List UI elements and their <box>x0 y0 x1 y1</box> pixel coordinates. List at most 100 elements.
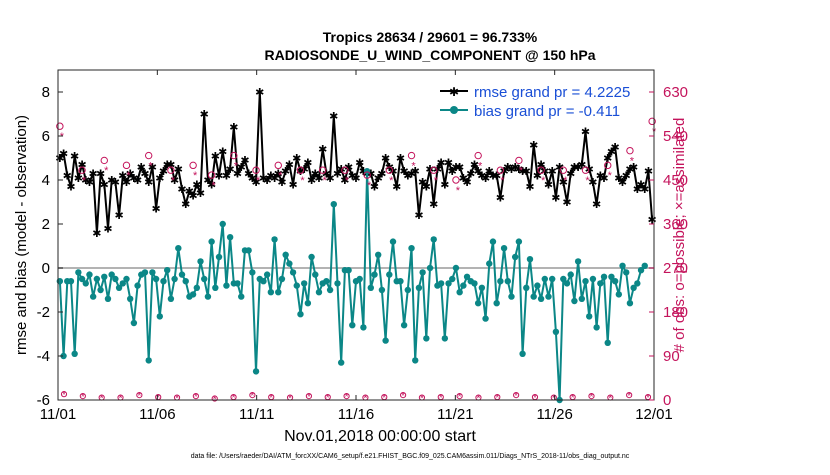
obs-bottom-assimilated-point: * <box>552 394 556 405</box>
rmse-point: ✱ <box>411 166 420 178</box>
rmse-point: ✱ <box>400 166 409 178</box>
bias-point <box>86 271 93 278</box>
obs-possible-point <box>430 166 438 174</box>
bias-point <box>634 280 641 287</box>
bias-point <box>156 313 164 320</box>
obs-count-series: * * * * * * * * * * * * * * * * * * * * * * * * * * * * * * * * * * * * * * * *… <box>56 117 657 406</box>
rmse-point: ✱ <box>337 164 346 176</box>
bias-point <box>323 278 330 285</box>
bias-point <box>404 286 412 294</box>
bias-point <box>75 269 82 276</box>
bias-point <box>337 359 345 366</box>
rmse-point: ✱ <box>533 171 542 183</box>
rmse-point: ✱ <box>540 166 549 178</box>
bias-point <box>152 275 160 283</box>
obs-bottom-possible-point <box>343 392 350 400</box>
rmse-point: ✱ <box>277 177 286 189</box>
obs-assimilated-point: * <box>193 170 198 182</box>
bias-point <box>112 275 119 283</box>
rmse-point: ✱ <box>525 182 534 194</box>
obs-assimilated-point: * <box>630 155 635 167</box>
obs-assimilated-point: * <box>82 175 87 187</box>
obs-assimilated-point: * <box>500 175 505 187</box>
rmse-point: ✱ <box>481 173 490 185</box>
rmse-point: ✱ <box>596 171 605 183</box>
rmse-point: ✱ <box>429 199 438 211</box>
bias-point <box>252 368 260 375</box>
bias-point <box>300 280 308 287</box>
obs-bottom-assimilated-point: * <box>590 392 594 403</box>
rmse-point: ✱ <box>237 162 246 174</box>
bias-point <box>541 275 548 283</box>
x-tick-label: 11/06 <box>139 406 175 423</box>
rmse-point: ✱ <box>318 144 327 156</box>
rmse-point: ✱ <box>288 179 297 191</box>
obs-assimilated-point: * <box>126 170 131 182</box>
bias-point <box>275 289 282 296</box>
obs-bottom-assimilated-point: * <box>119 394 123 405</box>
obs-possible-point <box>230 151 238 160</box>
rmse-point: ✱ <box>100 179 109 191</box>
obs-possible-point <box>385 166 394 174</box>
obs-bottom-assimilated-point: * <box>288 394 292 405</box>
rmse-point: ✱ <box>74 173 83 185</box>
y-axis-left: -6 -4 -2 0 2 4 6 8 <box>37 84 63 409</box>
obs-assimilated-point: * <box>345 175 350 187</box>
rmse-point: ✱ <box>137 162 146 174</box>
rmse-point: ✱ <box>518 166 527 178</box>
rmse-series: ✱✱✱✱✱✱✱✱✱✱✱✱✱✱✱✱✱✱✱✱✱✱✱✱✱✱✱✱✱✱✱✱✱✱✱✱✱✱✱✱… <box>55 87 657 240</box>
obs-possible-point <box>252 166 260 174</box>
bias-point <box>563 280 571 287</box>
bias-point <box>637 267 645 274</box>
bias-point <box>278 275 286 283</box>
bias-point <box>378 286 386 294</box>
rmse-point: ✱ <box>111 177 120 189</box>
rmse-point: ✱ <box>163 160 172 172</box>
bias-point <box>600 273 608 280</box>
bias-point <box>78 275 86 283</box>
rmse-point: ✱ <box>418 177 427 189</box>
chart-title: Tropics 28634 / 29601 = 96.733% <box>323 29 538 45</box>
obs-assimilated-point: * <box>104 165 109 177</box>
bias-point <box>82 280 89 287</box>
obs-bottom-assimilated-point: * <box>269 393 273 404</box>
bias-point <box>582 278 589 285</box>
rmse-point: ✱ <box>588 177 597 189</box>
rmse-point: ✱ <box>159 166 168 178</box>
rmse-point: ✱ <box>522 166 531 178</box>
obs-bottom-assimilated-point: * <box>345 392 349 403</box>
bias-point <box>500 245 508 252</box>
obs-bottom-assimilated-point: * <box>382 393 386 404</box>
rmse-point: ✱ <box>244 168 253 180</box>
rmse-point: ✱ <box>640 184 649 196</box>
rmse-point: ✱ <box>440 179 449 191</box>
obs-possible-point <box>626 146 634 155</box>
bias-point <box>215 253 223 261</box>
obs-bottom-assimilated-point: * <box>533 393 537 404</box>
rmse-point: ✱ <box>566 168 575 180</box>
obs-assimilated-point: * <box>541 175 546 187</box>
rmse-point: ✱ <box>433 164 442 176</box>
bias-point <box>189 291 197 298</box>
obs-bottom-possible-point <box>249 392 256 399</box>
obs-possible-point <box>122 161 131 170</box>
x-tick-label: 11/16 <box>338 406 374 423</box>
obs-bottom-assimilated-point: * <box>627 391 631 402</box>
obs-bottom-assimilated-point: * <box>326 393 330 404</box>
x-axis: 11/01 11/06 11/11 11/16 11/21 11/26 12/01 <box>40 70 673 423</box>
rmse-point: ✱ <box>577 160 586 172</box>
bias-series <box>56 168 648 404</box>
rmse-point: ✱ <box>462 177 471 189</box>
obs-possible-point <box>207 171 216 179</box>
obs-assimilated-point: * <box>585 175 590 187</box>
bias-point <box>530 293 537 300</box>
obs-assimilated-point: * <box>389 175 394 187</box>
rmse-point: ✱ <box>622 171 631 183</box>
bias-point <box>245 247 252 254</box>
rmse-point: ✱ <box>255 87 264 99</box>
bias-point <box>308 253 315 261</box>
bias-point <box>212 284 219 291</box>
rmse-point: ✱ <box>348 171 357 183</box>
y-right-tick-label: 450 <box>663 172 688 189</box>
